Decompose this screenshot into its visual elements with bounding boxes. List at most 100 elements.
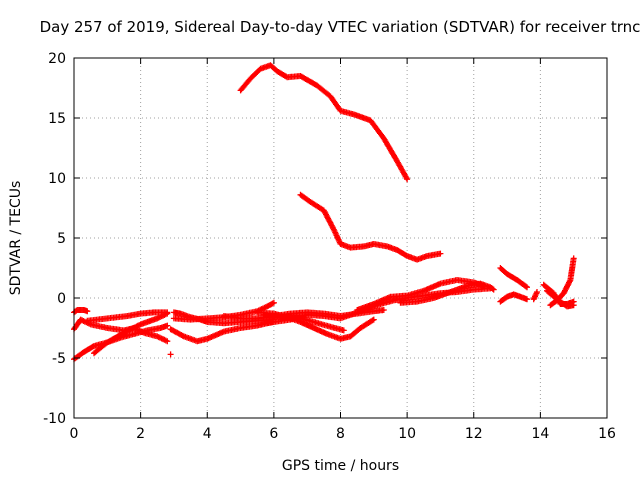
data-point [562, 292, 565, 295]
data-point [93, 352, 95, 355]
x-tick-label: 14 [531, 426, 549, 442]
data-point [206, 317, 209, 320]
data-point [572, 257, 575, 260]
data-point [179, 312, 182, 315]
data-point [382, 137, 385, 140]
data-point [432, 297, 435, 299]
data-point [83, 351, 85, 353]
data-point [169, 328, 172, 331]
x-axis-label: GPS time / hours [282, 458, 399, 474]
data-point [426, 255, 429, 257]
data-point [396, 249, 399, 251]
series-arc-f [167, 351, 174, 358]
data-point [532, 298, 535, 301]
data-point [239, 327, 242, 329]
data-point [299, 321, 302, 323]
data-point [396, 160, 399, 163]
data-point [392, 299, 395, 302]
data-point [76, 309, 79, 311]
data-point [526, 286, 528, 289]
y-tick-label: 20 [48, 51, 66, 67]
data-point [222, 330, 225, 333]
data-point [156, 317, 159, 320]
data-point [316, 84, 319, 87]
data-point [239, 317, 242, 320]
data-point [422, 294, 425, 297]
data-point [549, 304, 552, 307]
data-point [519, 295, 522, 298]
data-point [342, 329, 345, 332]
series-arc-r [530, 289, 540, 303]
data-point [522, 283, 525, 286]
data-point [499, 300, 502, 303]
data-point [299, 193, 302, 196]
data-point [239, 313, 242, 316]
y-tick-label: 15 [48, 111, 66, 127]
data-point [416, 300, 419, 303]
data-point [169, 353, 172, 356]
data-point [536, 291, 538, 293]
data-point [372, 243, 375, 245]
data-point [356, 309, 359, 311]
data-point [106, 317, 109, 320]
series-marks [497, 265, 530, 291]
data-point [279, 316, 282, 319]
y-tick-label: -10 [43, 411, 66, 427]
data-point [339, 337, 342, 340]
data-point [416, 258, 419, 261]
data-point [206, 321, 209, 323]
data-point [199, 318, 202, 321]
data-point [79, 318, 82, 321]
data-point [339, 109, 342, 112]
data-point [466, 285, 469, 287]
data-point [506, 273, 509, 275]
series-marks [497, 291, 530, 305]
data-point [126, 315, 129, 317]
data-point [492, 288, 495, 291]
data-point [249, 77, 252, 80]
data-point [516, 279, 519, 281]
data-point [566, 305, 568, 308]
y-axis-label: SDTVAR / TECUs [8, 181, 24, 296]
x-tick-label: 8 [336, 426, 345, 442]
data-point [399, 301, 402, 304]
data-point [139, 312, 142, 315]
data-point [189, 316, 192, 319]
data-point [93, 345, 95, 347]
data-point [389, 295, 392, 298]
chart-title: Day 257 of 2019, Sidereal Day-to-day VTE… [40, 18, 640, 36]
data-point [222, 322, 225, 325]
x-tick-label: 16 [598, 426, 616, 442]
data-point [406, 255, 409, 257]
data-point [506, 295, 509, 298]
data-point [372, 310, 375, 313]
data-point [286, 76, 289, 79]
x-tick-label: 4 [203, 426, 212, 442]
data-point [352, 113, 355, 116]
data-point [143, 331, 145, 334]
data-point [312, 327, 315, 329]
series-arc-o [397, 280, 497, 306]
data-point [106, 341, 109, 344]
data-point [489, 286, 492, 289]
series-arc-p [497, 265, 530, 291]
data-point [372, 318, 375, 321]
series-arc-high [237, 62, 411, 183]
x-tick-label: 2 [136, 426, 145, 442]
data-point [546, 289, 548, 292]
data-point [406, 178, 409, 181]
data-point [339, 317, 342, 320]
data-point [196, 340, 199, 343]
data-point [326, 333, 329, 335]
data-point [159, 327, 162, 329]
data-point [512, 293, 515, 296]
data-point [152, 311, 155, 314]
data-point [89, 323, 92, 326]
data-point [256, 324, 259, 327]
series-marks [237, 62, 411, 183]
data-point [382, 309, 385, 311]
data-point [449, 291, 452, 293]
series-marks [530, 289, 540, 303]
data-marks [71, 62, 577, 363]
